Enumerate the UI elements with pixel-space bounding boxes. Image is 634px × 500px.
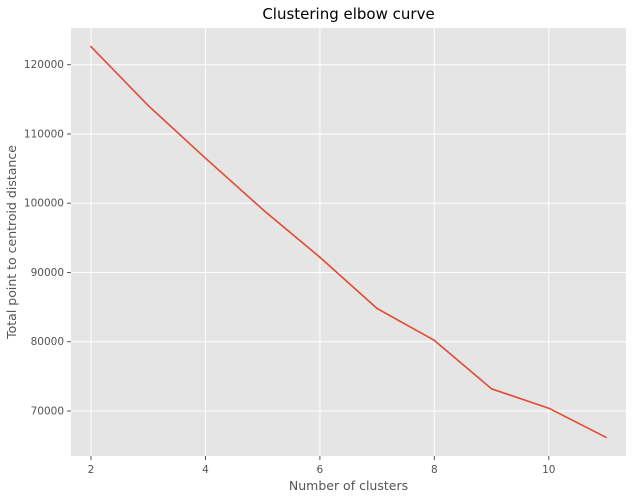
chart-title: Clustering elbow curve: [262, 5, 434, 23]
y-tick-label: 120000: [24, 59, 64, 71]
y-tick-label: 90000: [31, 267, 64, 279]
data-point: [605, 436, 607, 439]
series-line: [90, 45, 607, 439]
axis-layer: 2 4 6 8 10 70000 80000 90000 100000 110000 120000: [24, 59, 556, 476]
x-axis-label: Number of clusters: [289, 478, 408, 493]
x-tick-label: 8: [431, 464, 438, 476]
data-point: [376, 307, 378, 310]
y-tick-label: 80000: [31, 336, 64, 348]
x-tick-label: 10: [542, 464, 555, 476]
data-point: [547, 407, 550, 410]
data-point: [261, 208, 264, 211]
x-tick-label: 2: [88, 464, 95, 476]
data-point: [90, 45, 92, 48]
data-point: [319, 256, 321, 259]
grid-layer: [71, 28, 626, 456]
x-tick-label: 6: [317, 464, 324, 476]
y-tick-label: 70000: [31, 405, 64, 417]
x-tick-label: 4: [202, 464, 209, 476]
plot-background: [71, 28, 626, 456]
data-point: [147, 104, 150, 107]
y-tick-label: 100000: [24, 198, 64, 210]
y-axis-label: Total point to centroid distance: [4, 145, 19, 340]
data-point: [490, 388, 493, 390]
y-tick-label: 110000: [24, 128, 64, 140]
series-layer: [90, 45, 607, 439]
data-point: [204, 157, 207, 160]
data-point: [433, 339, 436, 342]
